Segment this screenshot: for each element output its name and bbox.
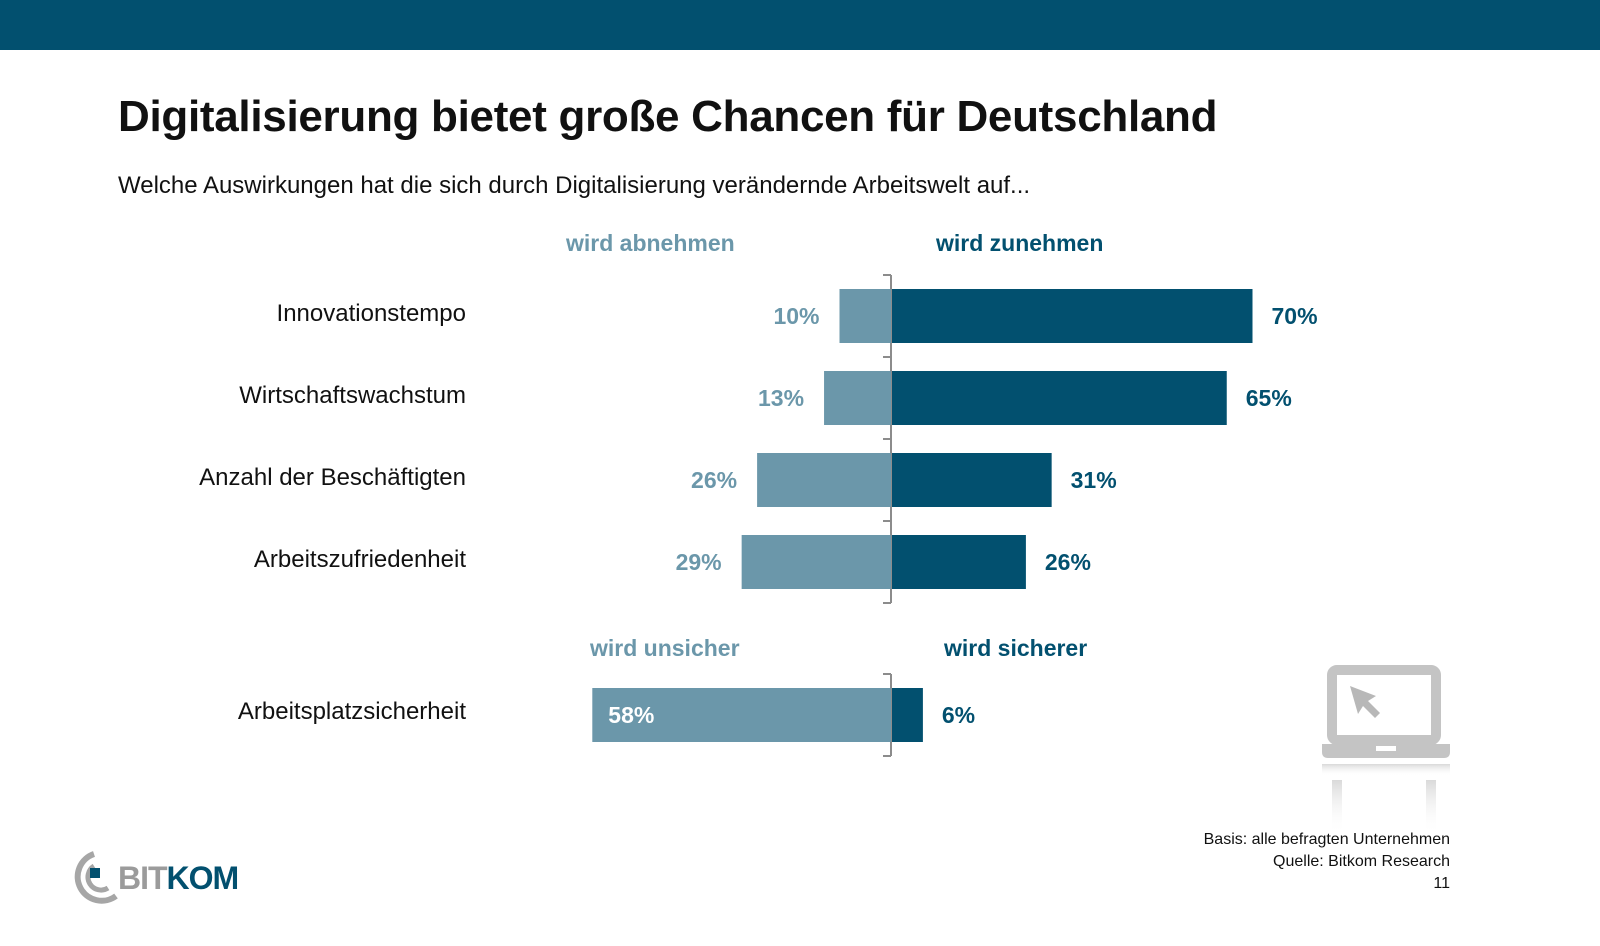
page-subtitle: Welche Auswirkungen hat die sich durch D… (118, 172, 1031, 199)
category-label-arbeitsplatzsicherheit: Arbeitsplatzsicherheit (237, 698, 466, 725)
bar-positive-wirtschaftswachstum (892, 371, 1227, 425)
bitkom-wordmark: BITKOM (118, 860, 240, 897)
legend-wird-abnehmen: wird abnehmen (566, 230, 735, 256)
data-label-positive-arbeitsplatzsicherheit: 6% (942, 702, 975, 728)
laptop-cursor-icon (1322, 665, 1450, 834)
data-label-negative-anzahl-der-beschaeftigten: 26% (691, 467, 737, 493)
category-label-arbeitszufriedenheit: Arbeitszufriedenheit (253, 546, 466, 573)
data-label-positive-arbeitszufriedenheit: 26% (1045, 549, 1091, 575)
data-label-positive-innovationstempo: 70% (1272, 303, 1318, 329)
category-label-anzahl-beschaeftigte: Anzahl der Beschäftigten (199, 464, 466, 491)
bar-positive-anzahl-der-beschaeftigten (892, 453, 1052, 507)
data-label-negative-wirtschaftswachstum: 13% (758, 385, 804, 411)
logo-kom: KOM (166, 860, 240, 896)
page-title: Digitalisierung bietet große Chancen für… (118, 92, 1218, 141)
page-number: 11 (1433, 875, 1450, 892)
bitkom-logo: BITKOM (64, 848, 264, 908)
data-label-negative-innovationstempo: 10% (773, 303, 819, 329)
bar-positive-arbeitsplatzsicherheit (892, 688, 923, 742)
source-note: Quelle: Bitkom Research (1273, 853, 1450, 870)
bar-positive-arbeitszufriedenheit (892, 535, 1026, 589)
bar-negative-arbeitsplatzsicherheit (592, 688, 891, 742)
data-label-negative-arbeitszufriedenheit: 29% (676, 549, 722, 575)
bar-positive-innovationstempo (892, 289, 1253, 343)
basis-note: Basis: alle befragten Unternehmen (1203, 831, 1450, 848)
category-label-innovationstempo: Innovationstempo (276, 300, 466, 327)
bar-negative-innovationstempo (839, 289, 891, 343)
legend-wird-unsicher: wird unsicher (590, 635, 740, 661)
bitkom-logo-mark-icon (74, 851, 118, 904)
data-label-positive-wirtschaftswachstum: 65% (1246, 385, 1292, 411)
data-label-negative-arbeitsplatzsicherheit: 58% (608, 702, 654, 728)
category-label-wirtschaftswachstum: Wirtschaftswachstum (239, 382, 466, 409)
bar-negative-wirtschaftswachstum (824, 371, 891, 425)
top-banner (0, 0, 1600, 50)
legend-wird-zunehmen: wird zunehmen (936, 230, 1104, 256)
logo-bit: BIT (118, 860, 168, 896)
bar-negative-arbeitszufriedenheit (741, 535, 891, 589)
legend-wird-sicherer: wird sicherer (944, 635, 1088, 661)
bar-negative-anzahl-der-beschaeftigten (757, 453, 891, 507)
data-label-positive-anzahl-der-beschaeftigten: 31% (1071, 467, 1117, 493)
